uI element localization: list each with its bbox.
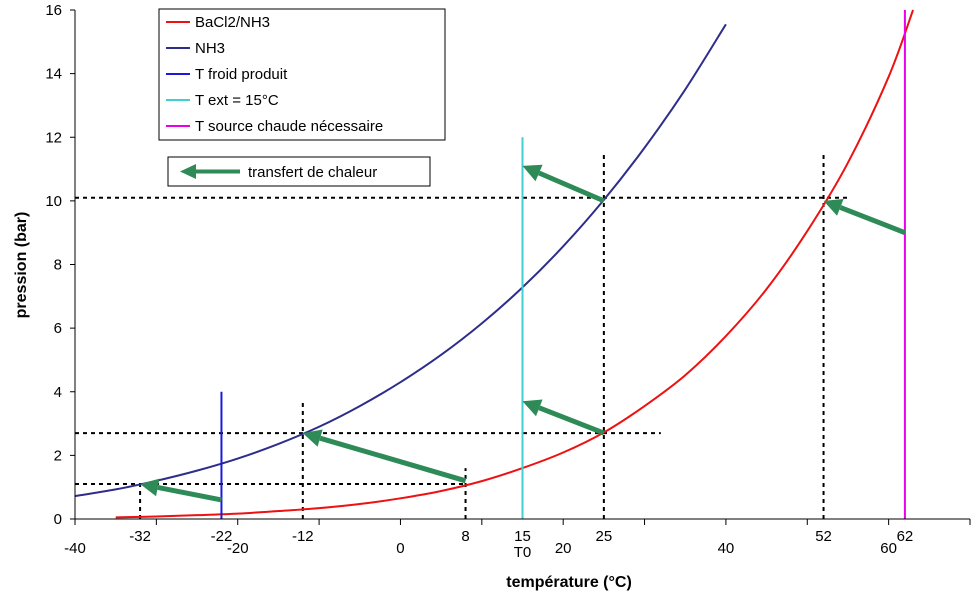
y-tick-label: 14 (45, 66, 62, 83)
x-tick-label: -20 (227, 540, 249, 557)
heat-arrow-head-0 (140, 478, 160, 497)
x-tick-label: 0 (396, 540, 404, 557)
legend-label-t-ext-15-c: T ext = 15°C (195, 92, 279, 109)
heat-arrow-head-1 (302, 429, 323, 447)
x-tick-label: -40 (64, 540, 86, 557)
x-tick-label: 40 (718, 540, 735, 557)
heat-arrow-0 (157, 485, 222, 503)
heat-arrow-1 (319, 435, 467, 484)
y-tick-label: 10 (45, 193, 62, 210)
y-tick-label: 16 (45, 2, 62, 19)
y-tick-label: 6 (54, 320, 62, 337)
x-tick-label: 62 (897, 528, 914, 545)
x-tick-label: -12 (292, 528, 314, 545)
legend-box (158, 8, 446, 141)
heat-arrow-head-2 (522, 399, 543, 417)
series-line-nh3 (74, 23, 727, 498)
series-lines (74, 9, 914, 519)
x-tick-label: 15 (514, 528, 531, 545)
y-tick-label: 12 (45, 129, 62, 146)
heat-transfer-arrows (140, 164, 906, 503)
guide-lines (75, 153, 848, 519)
x-tick-label: -22 (211, 528, 233, 545)
y-tick-label: 0 (54, 511, 62, 528)
heat-arrow-3 (538, 170, 605, 204)
heat-arrow-head-4 (823, 199, 844, 216)
y-tick-label: 2 (54, 447, 62, 464)
x-tick-label: 60 (880, 540, 897, 557)
x-tick-label: -32 (129, 528, 151, 545)
legend-label-t-source-chaude-n-cessaire: T source chaude nécessaire (195, 118, 383, 135)
series-line-bacl2-nh3 (115, 9, 914, 519)
legend-label-nh3: NH3 (195, 40, 225, 57)
x-tick-label: T0 (514, 544, 532, 561)
legend-label-t-froid-produit: T froid produit (195, 66, 288, 83)
legend: BaCl2/NH3 NH3 T froid produit T ext = 15°C T… (158, 8, 446, 141)
legend-items: BaCl2/NH3 NH3 T froid produit T ext = 15°C T… (166, 14, 383, 135)
y-tick-label: 4 (54, 384, 62, 401)
y-axis-title: pression (bar) (13, 212, 30, 319)
legend-label-bacl2-nh3: BaCl2/NH3 (195, 14, 270, 31)
y-tick-label: 8 (54, 257, 62, 274)
heat-arrow-4 (839, 205, 906, 236)
x-tick-label: 25 (596, 528, 613, 545)
x-tick-label: 8 (461, 528, 469, 545)
heat-arrow-2 (538, 405, 605, 436)
x-tick-label: 20 (555, 540, 572, 557)
arrow-legend-label: transfert de chaleur (248, 164, 377, 181)
arrow-legend: transfert de chaleur (167, 156, 431, 187)
heat-arrow-head-3 (522, 164, 543, 182)
x-tick-label: 52 (815, 528, 832, 545)
x-axis-title: température (°C) (506, 574, 632, 591)
arrow-legend-head (180, 164, 196, 179)
